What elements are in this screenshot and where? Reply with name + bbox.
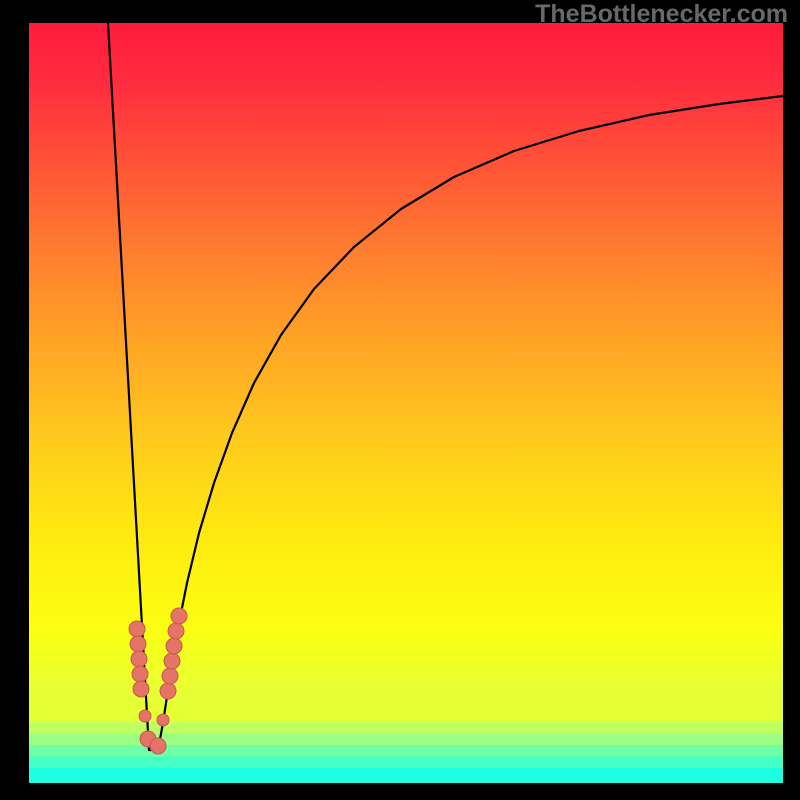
marker-point [130, 636, 146, 652]
marker-point [171, 608, 187, 624]
marker-point [162, 668, 178, 684]
marker-point [168, 623, 184, 639]
marker-point [132, 666, 148, 682]
marker-point [131, 651, 147, 667]
watermark-text: TheBottlenecker.com [535, 0, 788, 29]
marker-point [150, 738, 166, 754]
chart-container: TheBottlenecker.com [0, 0, 800, 800]
marker-point [166, 638, 182, 654]
curves-layer [29, 23, 783, 783]
marker-point [157, 714, 169, 726]
marker-point [164, 653, 180, 669]
marker-point [129, 621, 145, 637]
marker-point [139, 710, 151, 722]
marker-point [160, 683, 176, 699]
marker-point [133, 681, 149, 697]
plot-area [29, 23, 783, 783]
